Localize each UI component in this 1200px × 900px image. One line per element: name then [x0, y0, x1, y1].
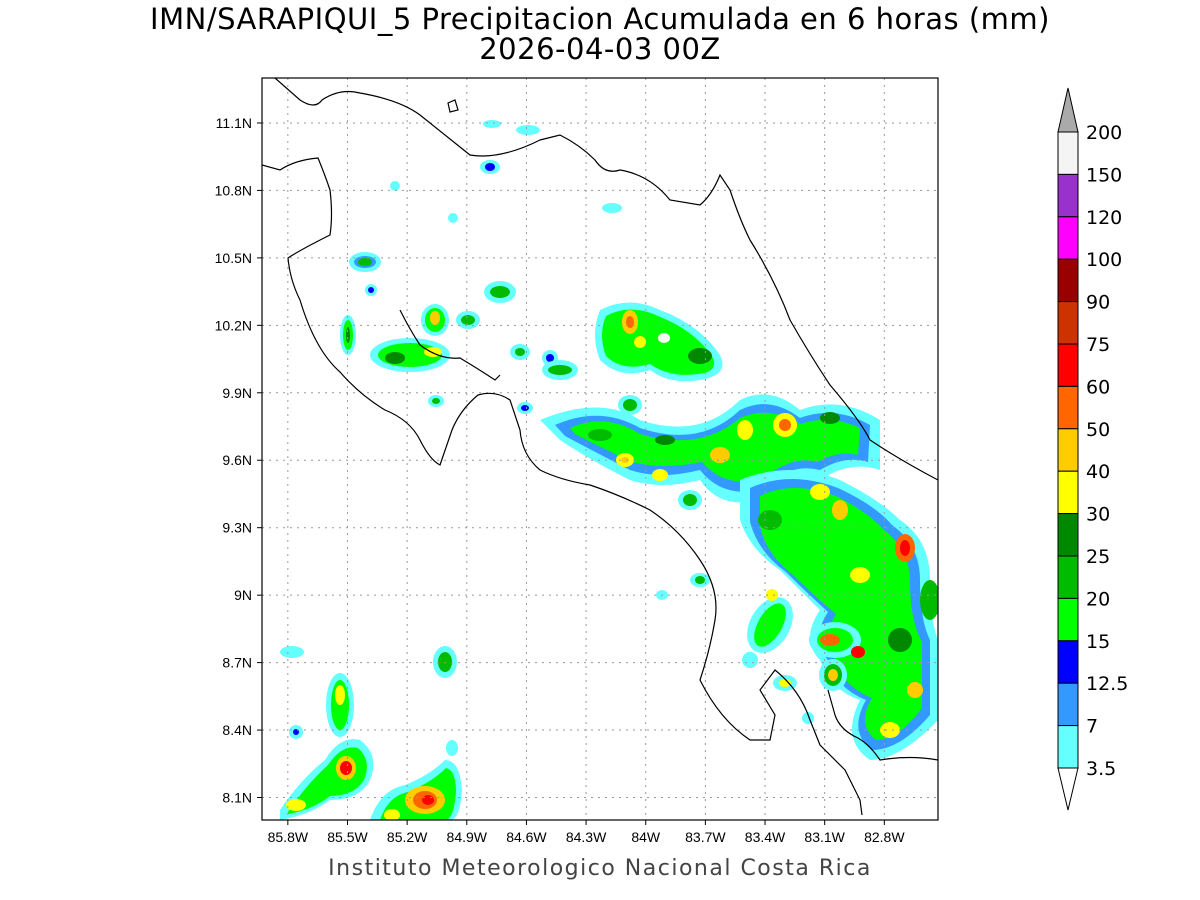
lon-tick-label: 85.5W [327, 829, 368, 845]
legend-swatch [1057, 597, 1079, 642]
latitude-axis: 11.1N 10.8N 10.5N 10.2N 9.9N 9.6N 9.3N 9N 8.7N 8.… [215, 115, 262, 806]
legend-swatch [1057, 682, 1079, 727]
legend-swatch [1057, 513, 1079, 557]
lat-tick-label: 10.5N [215, 250, 252, 266]
legend-label: 75 [1086, 334, 1110, 356]
lon-tick-label: 84W [631, 829, 661, 845]
precip-cell [595, 302, 723, 415]
legend-swatch [1057, 428, 1079, 472]
legend-swatch [1057, 343, 1079, 387]
lon-tick-label: 84.6W [506, 829, 547, 845]
lon-tick-label: 85.8W [268, 829, 309, 845]
legend-swatch [1057, 640, 1079, 684]
legend-over-triangle [1057, 87, 1079, 133]
legend-label: 12.5 [1086, 673, 1128, 695]
legend-label: 60 [1086, 376, 1110, 398]
lat-tick-label: 9.3N [222, 520, 252, 536]
plot-frame [261, 77, 939, 821]
legend-swatch [1057, 131, 1079, 175]
legend-swatch [1057, 555, 1079, 599]
lat-tick-label: 8.4N [222, 722, 252, 738]
lon-tick-label: 83.4W [745, 829, 786, 845]
legend-label: 25 [1086, 546, 1110, 568]
coastline-nicoya [399, 309, 501, 381]
lon-tick-label: 84.3W [566, 829, 607, 845]
lon-tick-label: 84.9W [447, 829, 488, 845]
graticule [262, 78, 938, 820]
legend-swatch [1057, 725, 1079, 769]
lon-tick-label: 85.2W [387, 829, 428, 845]
legend-swatch [1057, 470, 1079, 515]
border-panama [827, 689, 938, 761]
coastline-caribbean [274, 78, 938, 481]
legend-swatch [1057, 258, 1079, 303]
lat-tick-label: 10.8N [215, 182, 252, 198]
legend-label: 15 [1086, 631, 1110, 653]
legend-label: 30 [1086, 504, 1110, 526]
coastline-island [447, 99, 459, 113]
precip-cell [280, 646, 462, 820]
lat-tick-label: 8.1N [222, 790, 252, 806]
legend-label: 3.5 [1086, 758, 1116, 780]
lon-tick-label: 83.1W [804, 829, 845, 845]
footer-credit: Instituto Meteorologico Nacional Costa R… [328, 856, 872, 881]
legend-label: 90 [1086, 292, 1110, 314]
lat-tick-label: 10.2N [215, 317, 252, 333]
coastline [262, 78, 938, 816]
map-subtitle: 2026-04-03 00Z [479, 32, 721, 66]
lat-tick-label: 9.6N [222, 452, 252, 468]
legend-swatch [1057, 385, 1079, 430]
legend-swatch [1057, 301, 1079, 345]
precip-cell [340, 120, 622, 414]
lat-tick-label: 8.7N [222, 655, 252, 671]
coastline-pacific [262, 157, 863, 816]
lon-tick-label: 82.8W [864, 829, 905, 845]
lat-tick-label: 11.1N [216, 115, 252, 131]
legend-label: 120 [1086, 207, 1122, 229]
legend-label: 40 [1086, 461, 1110, 483]
legend-swatch [1057, 173, 1079, 218]
lat-tick-label: 9N [234, 587, 252, 603]
lat-tick-label: 9.9N [222, 385, 252, 401]
precip-band [740, 470, 938, 760]
lon-tick-label: 83.7W [685, 829, 726, 845]
legend-label: 20 [1086, 588, 1110, 610]
longitude-axis: 85.8W 85.5W 85.2W 84.9W 84.6W 84.3W 84W 83.7W 83… [268, 820, 905, 845]
legend-label: 200 [1086, 122, 1122, 144]
legend-label: 7 [1086, 716, 1098, 738]
precip-cell [656, 573, 865, 724]
legend-label: 50 [1086, 419, 1110, 441]
legend-label: 150 [1086, 164, 1122, 186]
legend-under-triangle [1057, 767, 1079, 811]
color-legend: 200 150 120 100 90 75 60 50 40 30 25 20 15 12.5 7 3.5 [1057, 87, 1128, 811]
legend-swatch [1057, 216, 1079, 260]
map-title: IMN/SARAPIQUI_5 Precipitacion Acumulada … [150, 2, 1050, 36]
legend-label: 100 [1086, 249, 1122, 271]
precipitation-field [280, 120, 938, 820]
